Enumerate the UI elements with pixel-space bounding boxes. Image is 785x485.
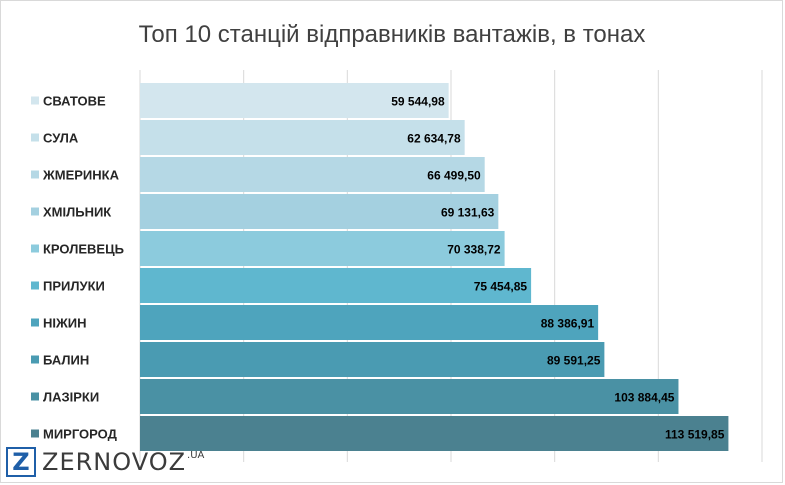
bars — [140, 83, 729, 451]
category-label: КРОЛЕВЕЦЬ — [43, 242, 124, 257]
legend-marker — [31, 133, 39, 142]
legend: СВАТОВЕ СУЛА ЖМЕРИНКА ХМІЛЬНИК КРОЛЕВЕЦЬ ПРИЛ… — [31, 94, 124, 442]
value-label: 69 131,63 — [441, 206, 495, 220]
value-label: 113 519,85 — [665, 428, 725, 442]
zernovoz-logo: Z ZERNOVOZ .UA — [6, 446, 204, 478]
category-label: МИРГОРОД — [43, 427, 118, 442]
legend-marker — [31, 429, 39, 438]
category-label: ЖМЕРИНКА — [42, 168, 120, 183]
bar — [140, 194, 499, 229]
logo-mark: Z — [6, 447, 36, 477]
value-label: 66 499,50 — [427, 169, 481, 183]
category-label: СУЛА — [43, 131, 79, 146]
category-label: ПРИЛУКИ — [43, 279, 105, 294]
value-label: 59 544,98 — [391, 95, 445, 109]
legend-marker — [31, 281, 39, 290]
chart-title: Топ 10 станцій відправників вантажів, в … — [139, 21, 646, 48]
value-label: 70 338,72 — [447, 243, 501, 257]
category-label: НІЖИН — [43, 316, 86, 331]
legend-marker — [31, 355, 39, 364]
logo-wordmark: ZERNOVOZ — [42, 448, 187, 476]
value-label: 62 634,78 — [407, 132, 461, 146]
bar — [140, 379, 679, 414]
category-label: ЛАЗІРКИ — [43, 390, 99, 405]
legend-marker — [31, 96, 39, 105]
value-label: 103 884,45 — [614, 391, 674, 405]
value-labels: 59 544,98 62 634,78 66 499,50 69 131,63 70 3… — [391, 95, 724, 442]
value-label: 88 386,91 — [541, 317, 595, 331]
bar — [140, 268, 532, 303]
bar — [140, 231, 505, 266]
legend-marker — [31, 318, 39, 327]
legend-marker — [31, 170, 39, 179]
bar — [140, 157, 485, 192]
bar — [140, 305, 599, 340]
bar — [140, 83, 449, 118]
logo-suffix: .UA — [187, 450, 205, 461]
category-label: СВАТОВЕ — [43, 94, 106, 109]
bar — [140, 416, 729, 451]
legend-marker — [31, 207, 39, 216]
bar — [140, 120, 465, 155]
value-label: 89 591,25 — [547, 354, 601, 368]
value-label: 75 454,85 — [474, 280, 528, 294]
category-label: ХМІЛЬНИК — [43, 205, 111, 220]
bar — [140, 342, 605, 377]
legend-marker — [31, 244, 39, 253]
legend-marker — [31, 392, 39, 401]
category-label: БАЛИН — [43, 353, 89, 368]
